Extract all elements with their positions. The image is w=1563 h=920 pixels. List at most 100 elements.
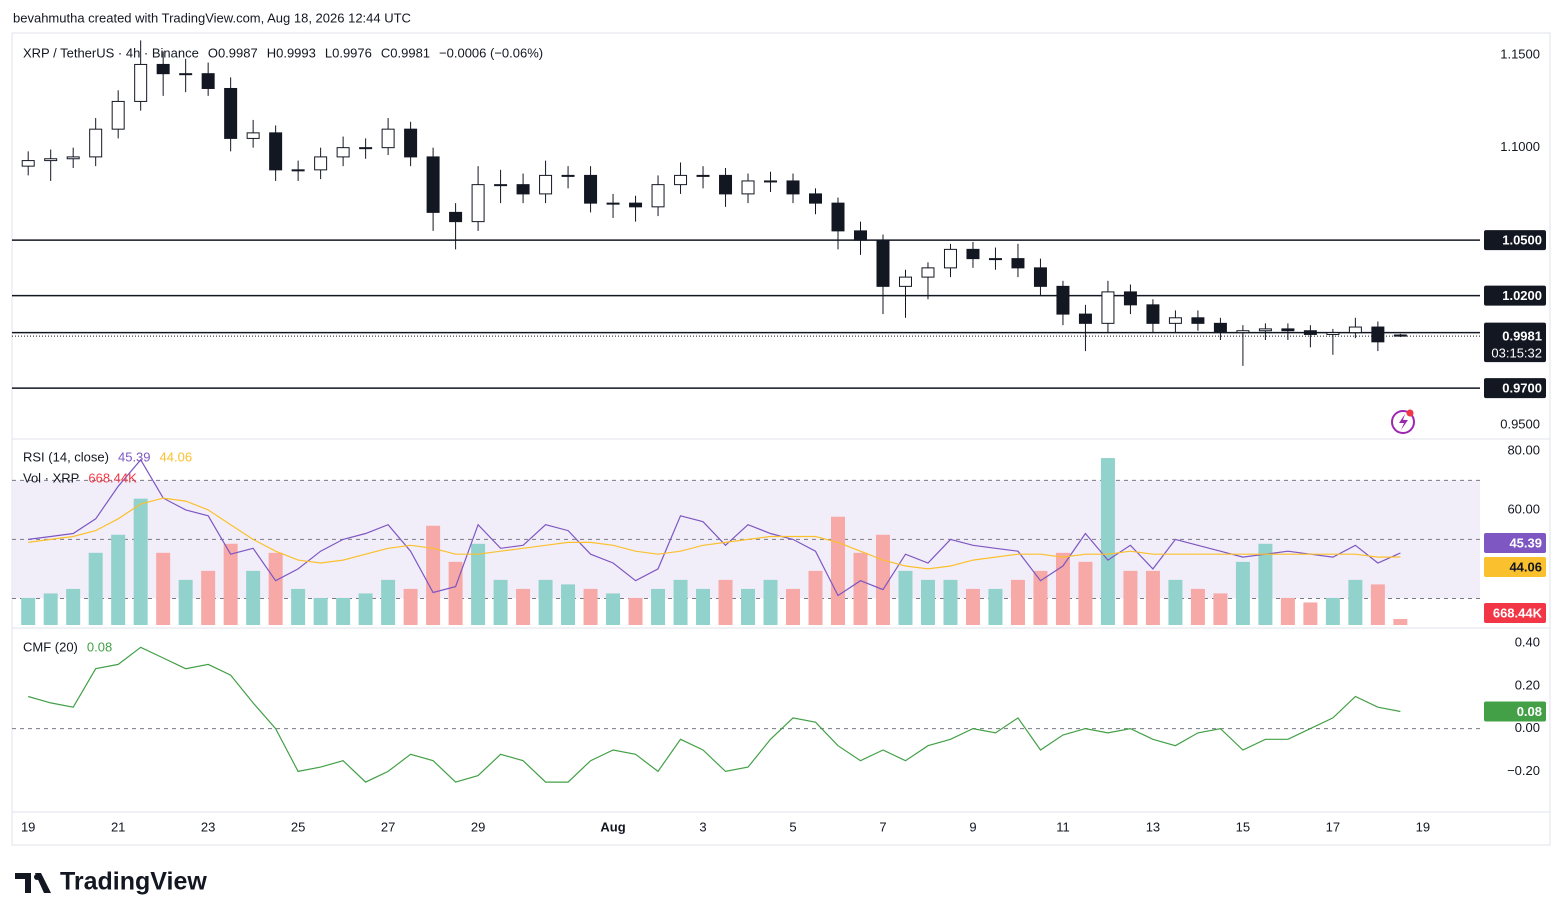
- x-tick-label: 19: [1416, 819, 1430, 834]
- volume-bar: [43, 593, 58, 625]
- candle-body: [1258, 328, 1272, 332]
- volume-bar: [471, 543, 486, 625]
- x-tick-label: 19: [21, 819, 35, 834]
- volume-bar: [426, 525, 441, 625]
- volume-bar: [516, 588, 531, 625]
- series-badge-bg: [1484, 701, 1546, 722]
- volume-legend-value: 668.44K: [88, 470, 137, 485]
- candle-body: [201, 73, 215, 89]
- level-label: 1.0200: [1502, 288, 1542, 303]
- candle-body: [291, 169, 305, 172]
- y-tick-label: 60.00: [1507, 501, 1540, 516]
- y-tick-label: 0.9500: [1500, 416, 1540, 431]
- legend-high: H0.9993: [267, 45, 316, 60]
- x-tick-label: 15: [1236, 819, 1250, 834]
- candle-body: [943, 248, 957, 269]
- candle-body: [449, 211, 463, 223]
- candle-body: [494, 184, 508, 187]
- candle-body: [89, 128, 103, 158]
- candle-body: [1033, 267, 1047, 287]
- candle-body: [1371, 326, 1385, 343]
- volume-bar: [448, 561, 463, 625]
- candle-body: [246, 132, 260, 139]
- x-tick-label: 9: [969, 819, 976, 834]
- volume-bar: [1258, 543, 1273, 625]
- volume-bar: [763, 579, 778, 625]
- candle-body: [786, 180, 800, 195]
- logo[interactable]: [15, 873, 51, 893]
- candle-body: [1348, 326, 1362, 334]
- candle-body: [44, 158, 58, 162]
- candle-body: [111, 100, 125, 130]
- volume-bar: [493, 579, 508, 625]
- volume-bar: [673, 579, 688, 625]
- volume-badge-bg: [1484, 602, 1546, 623]
- volume-bar: [808, 570, 823, 625]
- x-tick-label: 23: [201, 819, 215, 834]
- volume-bar: [1078, 561, 1093, 625]
- candle-body: [381, 128, 395, 149]
- legend-open: O0.9987: [208, 45, 258, 60]
- series-line: [28, 458, 1401, 597]
- y-tick-label: 0.40: [1515, 634, 1540, 649]
- candle-body: [66, 156, 80, 160]
- volume-bar: [1168, 579, 1183, 625]
- y-tick-label: 1.1000: [1500, 139, 1540, 154]
- candle-body: [1236, 330, 1250, 334]
- candle-body: [764, 180, 778, 183]
- candle-body: [696, 174, 710, 177]
- candle-body: [988, 258, 1002, 261]
- candle-body: [1326, 332, 1340, 335]
- series-line: [28, 646, 1401, 783]
- brand: TradingView: [60, 868, 207, 896]
- volume-bar: [538, 579, 553, 625]
- level-label: 1.0500: [1502, 233, 1542, 248]
- x-tick-label: Aug: [600, 819, 625, 834]
- volume-bar: [1235, 561, 1250, 625]
- candle-body: [651, 184, 665, 208]
- volume-bar: [223, 543, 238, 625]
- candle-body: [1078, 313, 1092, 324]
- candle-body: [898, 276, 912, 287]
- candle-body: [831, 202, 845, 232]
- alert-icon[interactable]: [1391, 409, 1415, 434]
- candle-body: [336, 147, 350, 158]
- volume-bar: [1370, 584, 1385, 625]
- y-tick-label: 0.20: [1515, 677, 1540, 692]
- candle-body: [1056, 285, 1070, 315]
- candle-body: [1191, 317, 1205, 324]
- candle-body: [1011, 258, 1025, 269]
- pane-legend-value: 45.39: [118, 449, 151, 464]
- volume-bar: [1033, 570, 1048, 625]
- volume-bar: [1190, 588, 1205, 625]
- volume-badge: 668.44K: [1493, 605, 1543, 620]
- candle-body: [921, 267, 935, 278]
- volume-bar: [561, 584, 576, 625]
- candle-body: [1168, 317, 1182, 324]
- level-label: 0.9700: [1502, 381, 1542, 396]
- pane-legend-value: 44.06: [160, 449, 193, 464]
- volume-bar: [741, 588, 756, 625]
- volume-bar: [268, 552, 283, 625]
- series-badge-bg: [1484, 533, 1546, 554]
- x-tick-label: 7: [879, 819, 886, 834]
- candle-body: [809, 193, 823, 204]
- candle-body: [426, 156, 440, 213]
- x-tick-label: 17: [1326, 819, 1340, 834]
- candle-body: [516, 184, 530, 195]
- candle-body: [1101, 291, 1115, 324]
- level-label-bg: [1484, 285, 1546, 306]
- candle-body: [314, 156, 328, 171]
- candle-body: [1123, 291, 1137, 306]
- y-tick-label: 0.00: [1515, 720, 1540, 735]
- candle-body: [1213, 322, 1227, 334]
- legend-close: C0.9981: [381, 45, 430, 60]
- candle-body: [561, 174, 575, 177]
- last-price: 0.9981: [1502, 329, 1542, 344]
- credit: bevahmutha created with TradingView.com,…: [13, 10, 411, 25]
- volume-bar: [965, 588, 980, 625]
- volume-bar: [403, 588, 418, 625]
- volume-bar: [988, 588, 1003, 625]
- y-tick-label: 1.1500: [1500, 47, 1540, 62]
